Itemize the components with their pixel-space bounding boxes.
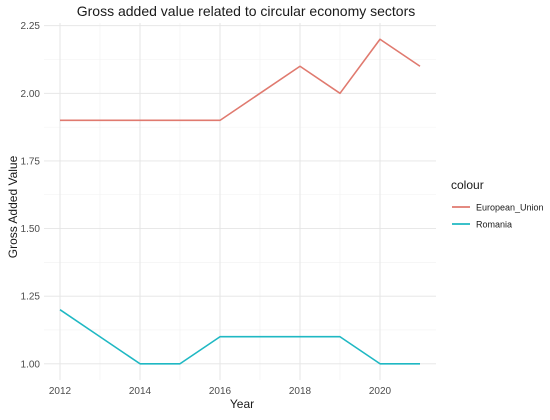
y-tick-label: 2.00 — [21, 89, 41, 100]
y-axis-ticks: 1.00 1.25 1.50 1.75 2.00 2.25 — [21, 21, 41, 370]
legend-label-romania: Romania — [476, 220, 512, 230]
x-axis-ticks: 2012 2014 2016 2018 2020 — [49, 386, 392, 397]
x-tick-label: 2014 — [129, 386, 152, 397]
x-tick-label: 2020 — [369, 386, 392, 397]
chart-title: Gross added value related to circular ec… — [77, 3, 416, 19]
x-tick-label: 2018 — [289, 386, 312, 397]
series-line-romania — [59, 309, 420, 365]
series-lines — [59, 38, 421, 365]
x-tick-label: 2016 — [209, 386, 232, 397]
y-tick-label: 1.50 — [21, 224, 41, 235]
legend: colour European_Union Romania — [451, 178, 544, 230]
x-axis-label: Year — [230, 397, 254, 411]
series-line-european-union — [60, 38, 421, 122]
legend-title: colour — [451, 178, 484, 192]
y-tick-label: 1.75 — [21, 156, 41, 167]
y-axis-label: Gross Added Value — [6, 155, 20, 258]
x-tick-label: 2012 — [49, 386, 72, 397]
grid — [44, 23, 436, 380]
legend-label-european-union: European_Union — [476, 203, 544, 213]
legend-items: European_Union Romania — [452, 203, 544, 230]
y-tick-label: 2.25 — [21, 21, 41, 32]
y-tick-label: 1.25 — [21, 292, 41, 303]
y-tick-label: 1.00 — [21, 359, 41, 370]
